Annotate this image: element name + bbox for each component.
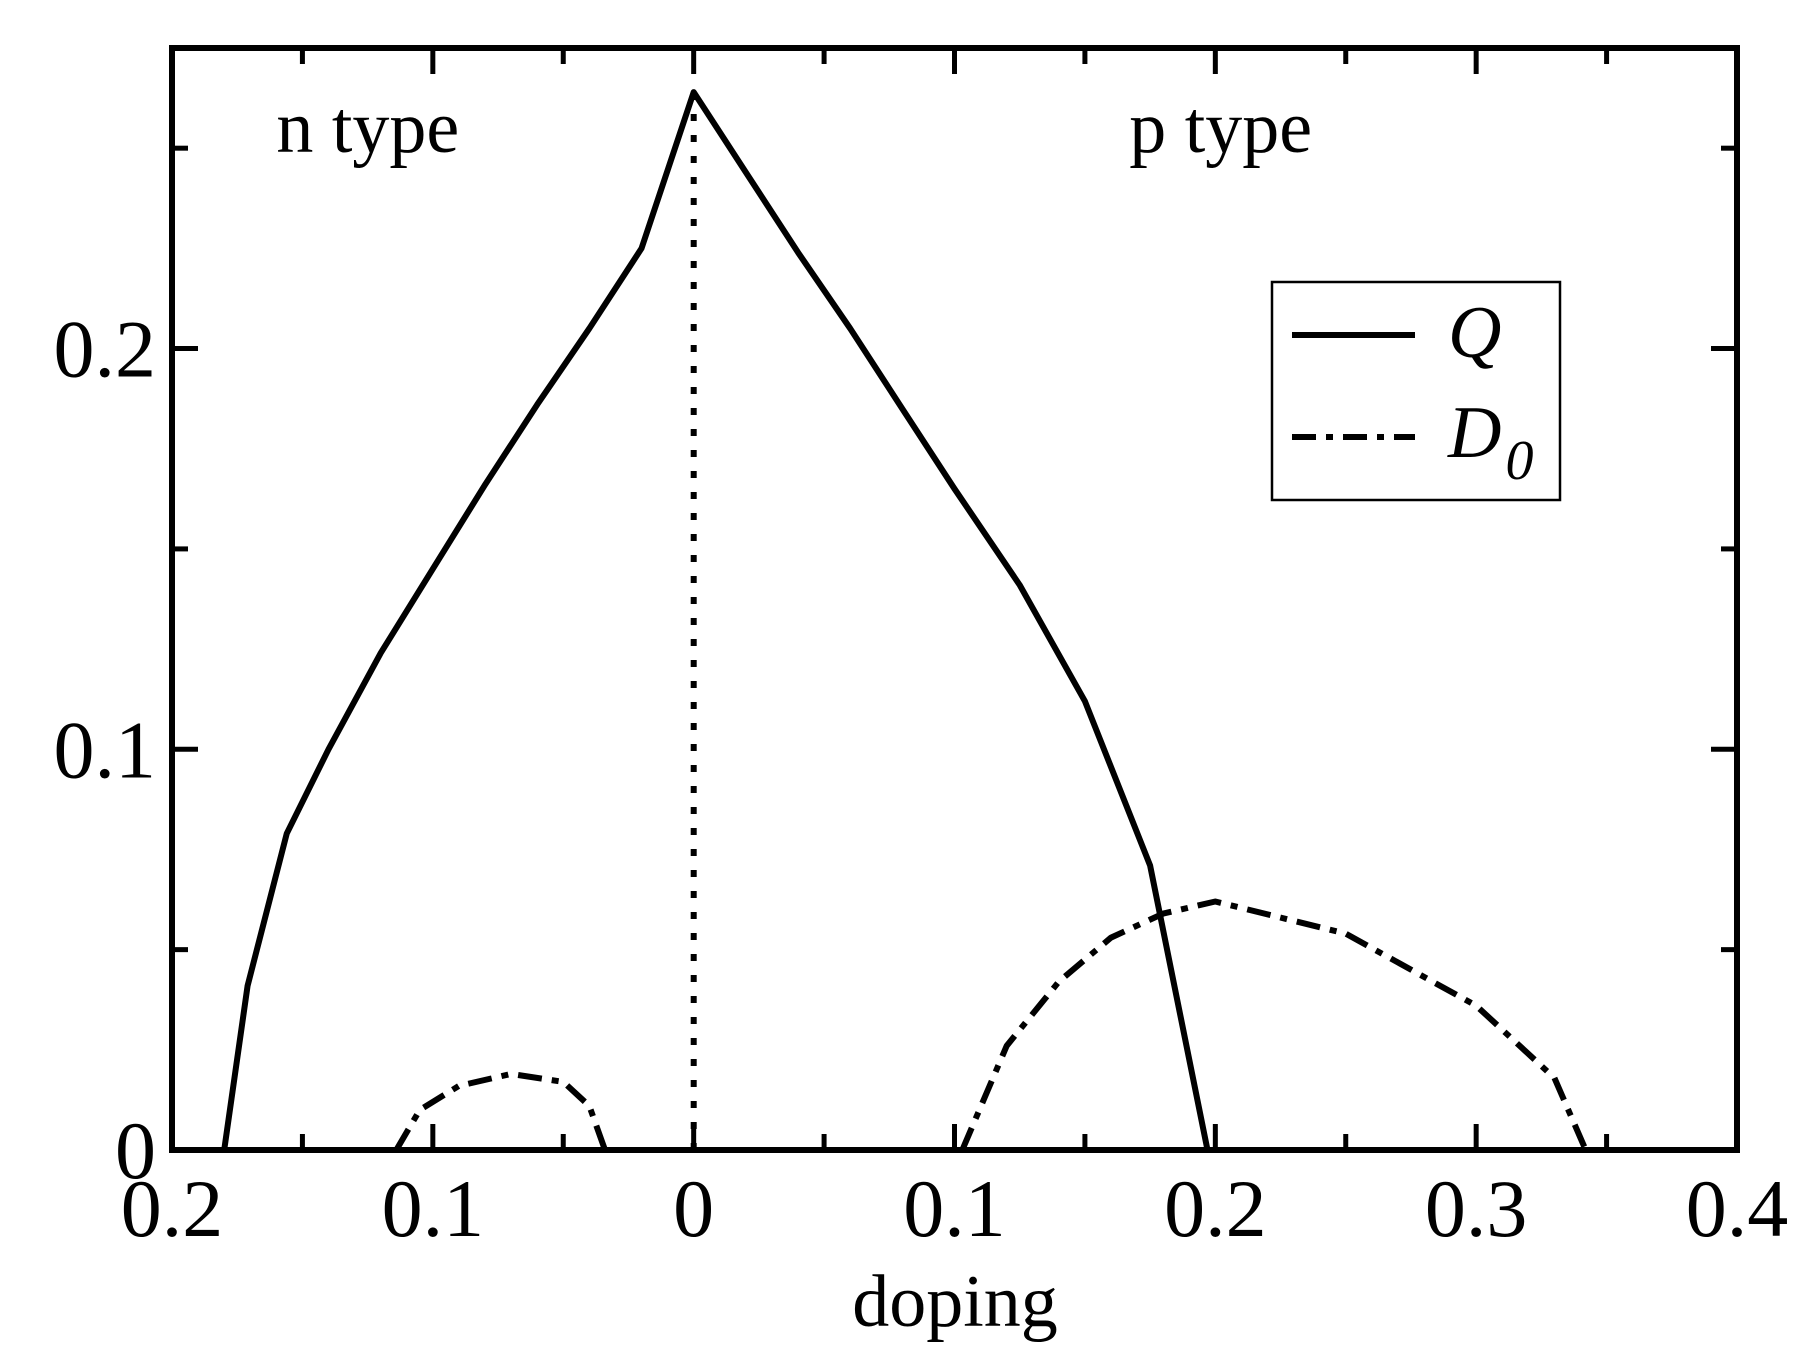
series-q-line	[221, 89, 1211, 1151]
ticks-layer	[169, 48, 1740, 1153]
x-tick-label: 0.2	[1164, 1163, 1267, 1254]
x-tick-label: 0.1	[382, 1163, 485, 1254]
x-tick-label: 0.1	[903, 1163, 1006, 1254]
x-tick-label: 0.4	[1686, 1163, 1789, 1254]
y-tick-label: 0.2	[54, 304, 157, 395]
x-tick-label: 0	[673, 1163, 714, 1254]
x-tick-label: 0.2	[121, 1163, 224, 1254]
legend-label-d0-main: D	[1447, 392, 1501, 474]
legend: Q D0	[1270, 280, 1562, 502]
x-axis-title: doping	[852, 1261, 1058, 1343]
annotation-p-type: p type	[1129, 87, 1312, 169]
plot-layer	[221, 89, 1589, 1152]
series-d0-line-2	[959, 898, 1589, 1152]
x-tick-label: 0.3	[1425, 1163, 1528, 1254]
labels-layer: 0.2 0.1 0 0.1 0.2 0.3 0.4 0 0.1 0.2	[54, 304, 1789, 1254]
plot-frame	[169, 45, 1740, 1153]
legend-box	[1270, 280, 1562, 502]
y-tick-label: 0	[115, 1105, 156, 1196]
legend-label-d0: D0	[1447, 392, 1533, 492]
legend-label-d0-subscript: 0	[1505, 430, 1533, 492]
legend-label-q: Q	[1448, 292, 1501, 374]
y-tick-label: 0.1	[54, 704, 157, 795]
series-d0-line-1	[393, 1070, 608, 1152]
annotation-n-type: n type	[276, 87, 459, 169]
